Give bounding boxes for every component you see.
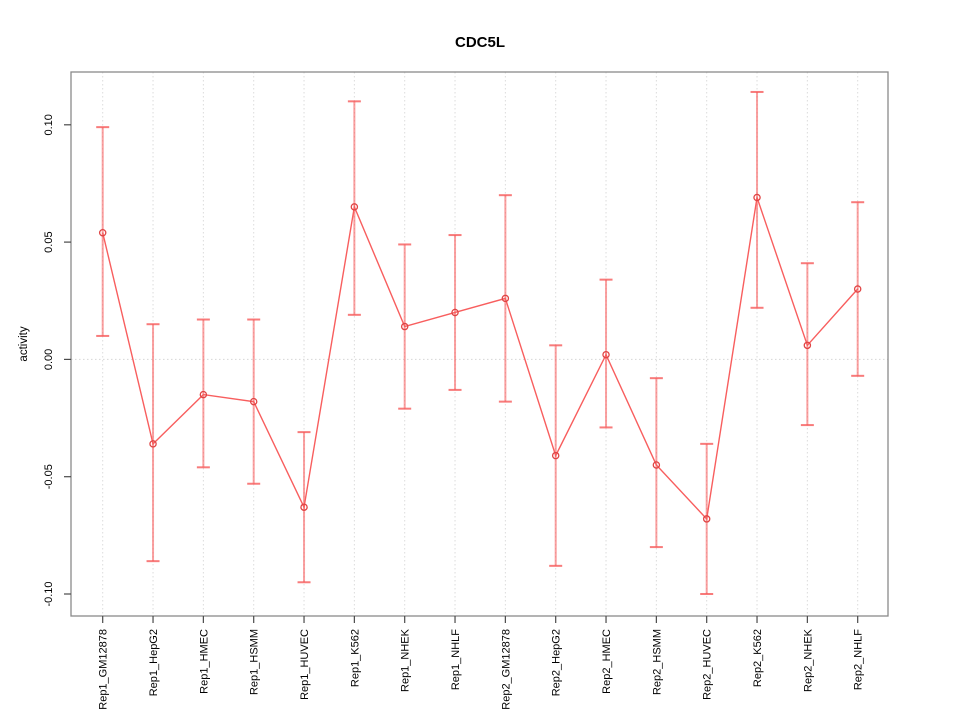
series-polyline xyxy=(102,197,859,521)
x-tick-label: Rep2_HSMM xyxy=(651,629,663,695)
x-tick-label: Rep1_HMEC xyxy=(198,629,210,694)
data-point xyxy=(702,515,711,523)
x-tick-label: Rep1_HUVEC xyxy=(299,629,311,700)
series-line xyxy=(102,197,859,521)
y-tick-label: 0.05 xyxy=(43,231,55,252)
data-point xyxy=(350,203,359,211)
data-point xyxy=(602,350,610,359)
y-tick-label: 0.00 xyxy=(43,349,55,370)
data-point xyxy=(400,322,409,331)
y-tick-label: 0.10 xyxy=(43,114,55,135)
data-point xyxy=(853,285,862,293)
x-tick-label: Rep2_HMEC xyxy=(601,629,613,694)
axes: 0.10 0.05 0.00 -0.05 -0.10 Rep1_GM12878 Rep1_H… xyxy=(43,71,889,710)
y-tick-label: -0.10 xyxy=(43,581,55,606)
x-tick-label: Rep2_NHLF xyxy=(853,629,865,690)
y-tick-label: -0.05 xyxy=(43,464,55,489)
x-tick-label: Rep1_HepG2 xyxy=(148,629,160,696)
chart-title: CDC5L xyxy=(455,34,505,51)
data-point xyxy=(199,390,208,399)
x-tick-label: Rep1_K562 xyxy=(349,629,361,687)
data-point xyxy=(501,294,510,303)
x-tick-label: Rep2_HUVEC xyxy=(702,629,714,700)
data-point xyxy=(149,440,157,448)
plot-box xyxy=(70,71,889,617)
data-point xyxy=(451,308,459,317)
x-tick-label: Rep1_NHEK xyxy=(400,628,412,692)
x-tick-label: Rep2_GM12878 xyxy=(500,629,512,710)
data-point xyxy=(803,341,812,350)
error-bars xyxy=(96,90,865,595)
data-point xyxy=(551,451,560,460)
x-tick-label: Rep1_NHLF xyxy=(450,629,462,690)
data-point xyxy=(249,397,258,406)
data-point xyxy=(300,503,308,511)
y-axis-label: activity xyxy=(18,326,30,361)
x-tick-label: Rep1_GM12878 xyxy=(98,629,110,710)
data-point xyxy=(652,461,661,469)
x-tick-label: Rep2_HepG2 xyxy=(551,629,563,696)
data-point xyxy=(98,228,107,237)
data-points xyxy=(98,193,862,523)
gridlines xyxy=(102,72,859,616)
x-tick-label: Rep2_NHEK xyxy=(802,628,814,692)
data-point xyxy=(753,193,761,202)
x-tick-label: Rep1_HSMM xyxy=(249,629,261,695)
x-tick-label: Rep2_K562 xyxy=(752,629,764,687)
